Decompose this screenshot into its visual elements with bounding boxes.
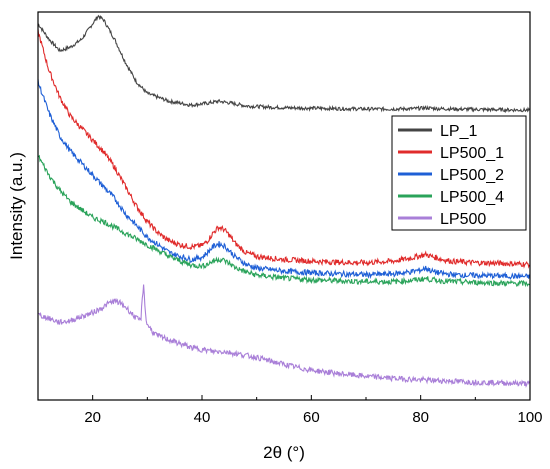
series-line-lp500-4	[37, 154, 530, 288]
legend: LP_1 LP500_1 LP500_2 LP500_4 LP500	[391, 115, 527, 231]
x-tick-label: 20	[84, 409, 101, 426]
series-line-lp500	[37, 284, 530, 388]
legend-label-lp500-2: LP500_2	[440, 167, 504, 184]
x-axis-ticks: 20 40 60 80 100	[37, 395, 543, 426]
series-line-lp-1	[37, 14, 530, 114]
legend-label-lp500-4: LP500_4	[440, 189, 504, 206]
legend-label-lp500: LP500	[440, 211, 486, 228]
x-tick-label: 60	[303, 409, 320, 426]
legend-label-lp500-1: LP500_1	[440, 145, 504, 162]
plot-frame	[37, 11, 531, 401]
series-line-lp500-2	[37, 79, 530, 280]
x-tick-label: 40	[194, 409, 211, 426]
series-layer	[37, 14, 530, 388]
legend-label-lp-1: LP_1	[440, 123, 477, 140]
series-line-lp500-1	[37, 29, 530, 269]
y-axis-label: Intensity (a.u.)	[7, 152, 26, 260]
x-tick-label: 80	[412, 409, 429, 426]
x-axis-label: 2θ (°)	[263, 443, 305, 462]
x-tick-label: 100	[517, 409, 542, 426]
